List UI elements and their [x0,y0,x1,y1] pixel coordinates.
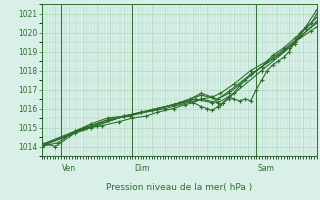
Text: Ven: Ven [62,164,76,173]
Text: Sam: Sam [258,164,275,173]
Text: Pression niveau de la mer( hPa ): Pression niveau de la mer( hPa ) [106,183,252,192]
Text: Dim: Dim [134,164,149,173]
